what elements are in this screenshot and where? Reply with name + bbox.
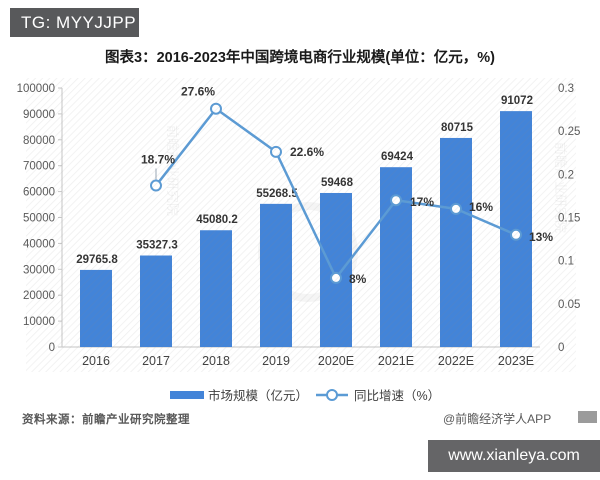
credit-badge-icon — [578, 411, 597, 423]
hatch-watermark-overlay — [26, 78, 576, 372]
legend-bar-swatch — [170, 391, 204, 399]
tg-banner: TG: MYYJJPP — [10, 8, 139, 37]
source-note: 资料来源：前瞻产业研究院整理 — [22, 414, 190, 426]
site-watermark: www.xianleya.com — [428, 440, 600, 472]
legend-line-marker — [326, 389, 338, 401]
credit-note: @前瞻经济学人APP — [443, 412, 552, 426]
legend-market-scale-label: 市场规模（亿元） — [208, 388, 308, 403]
legend-growth-rate-label: 同比增速（%） — [354, 388, 440, 403]
chart-title: 图表3：2016-2023年中国跨境电商行业规模(单位：亿元，%) — [105, 50, 495, 66]
